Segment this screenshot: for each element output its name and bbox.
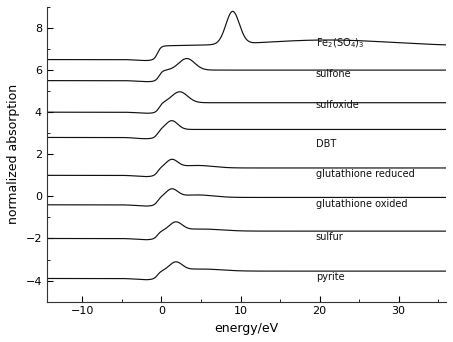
Text: pyrite: pyrite bbox=[316, 272, 344, 282]
Text: sulfoxide: sulfoxide bbox=[316, 101, 359, 110]
Text: Fe$_2$(SO$_4$)$_3$: Fe$_2$(SO$_4$)$_3$ bbox=[316, 36, 364, 50]
Text: DBT: DBT bbox=[316, 139, 336, 149]
Text: sulfur: sulfur bbox=[316, 232, 343, 242]
Y-axis label: normalized absorption: normalized absorption bbox=[7, 84, 20, 224]
Text: glutathione reduced: glutathione reduced bbox=[316, 169, 414, 179]
Text: sulfone: sulfone bbox=[316, 69, 351, 79]
X-axis label: energy/eV: energy/eV bbox=[214, 322, 279, 335]
Text: glutathione oxided: glutathione oxided bbox=[316, 199, 407, 209]
